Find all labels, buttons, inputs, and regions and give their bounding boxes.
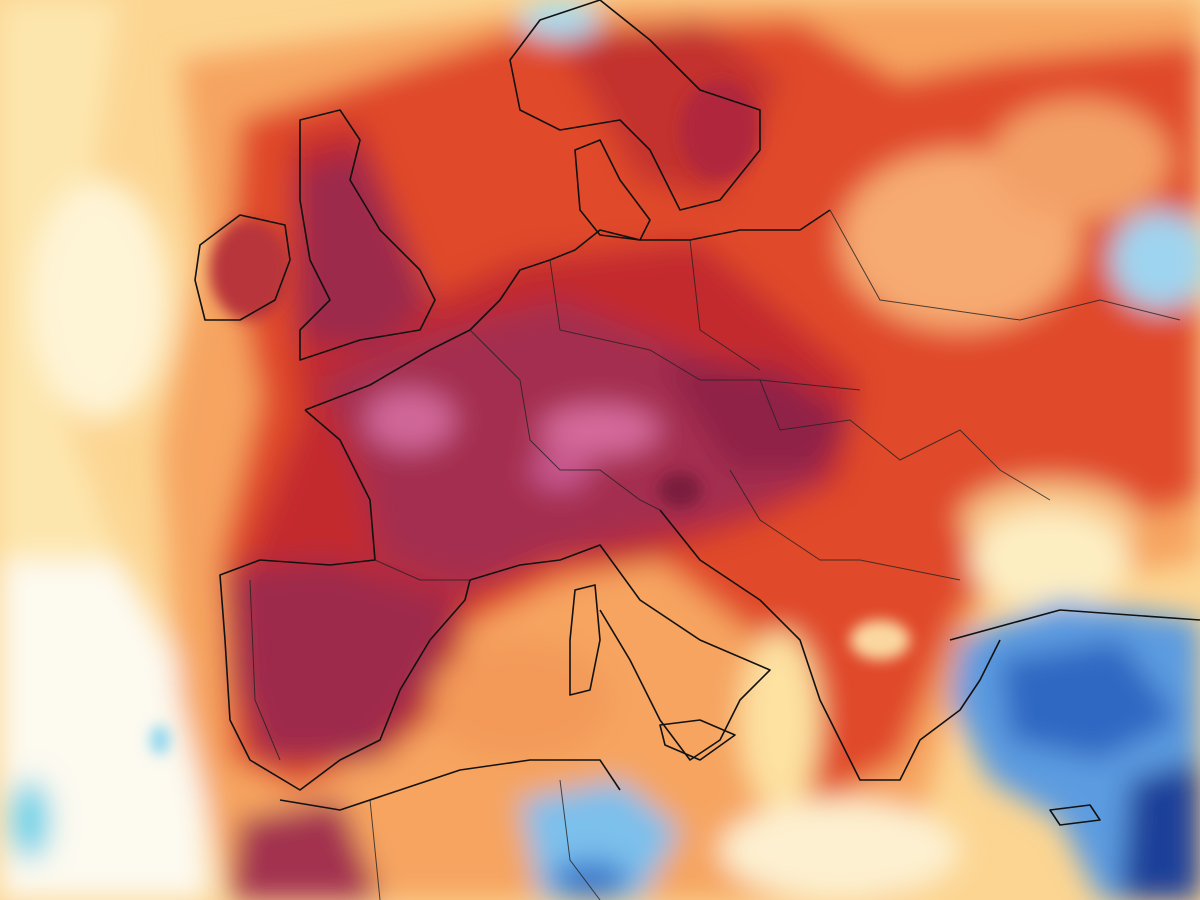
coastline-north-africa [279, 759, 621, 811]
coastline-britain [299, 109, 436, 361]
coastlines [194, 0, 1200, 826]
coastline-ireland [194, 214, 291, 321]
coastline-sicily [659, 719, 736, 761]
border-poland-east [829, 209, 1181, 321]
border-germany-poland [689, 239, 761, 371]
border-germany-czech [549, 259, 861, 391]
border-pyrenees [374, 559, 470, 581]
coastline-iberia-france [219, 409, 471, 791]
coastline-scandinavia [509, 0, 761, 211]
coastline-sardinia [569, 584, 601, 696]
border-algeria-tunisia [559, 779, 601, 900]
coastline-north-sea [304, 209, 831, 411]
coastline-black-sea [949, 609, 1200, 641]
border-central-east [759, 379, 1051, 501]
border-france-germany-alps [469, 329, 661, 511]
borders [249, 209, 1181, 900]
coastline-denmark [574, 139, 651, 241]
coastline-balkans [659, 509, 1001, 781]
border-balkans [729, 469, 961, 581]
coastline-cyprus [1049, 804, 1101, 826]
detail-field [150, 80, 910, 755]
border-spain-portugal [249, 579, 281, 761]
coastline-italy [469, 544, 771, 761]
border-morocco-algeria [369, 799, 381, 900]
